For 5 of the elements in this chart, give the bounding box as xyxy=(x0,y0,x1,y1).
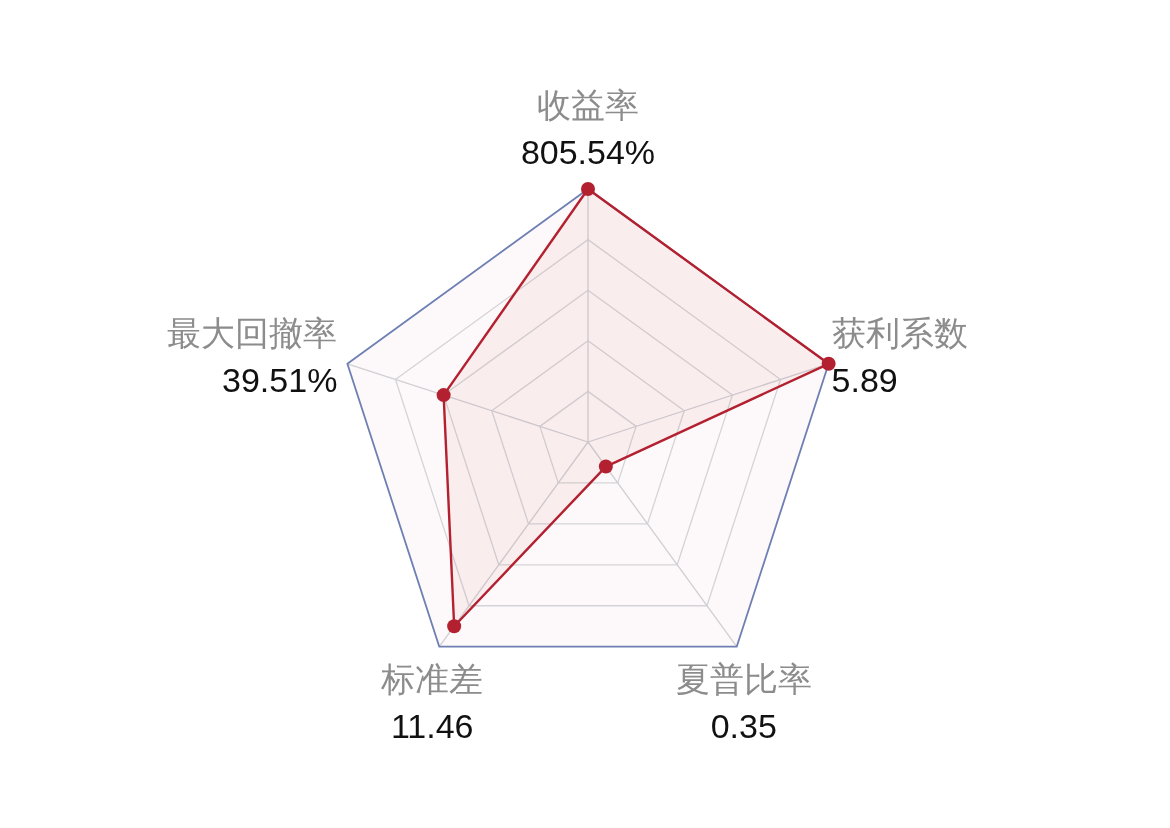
spoke-label: 标准差 11.46 xyxy=(380,659,484,745)
spoke-label: 最大回撤率 39.51% xyxy=(167,313,338,399)
spoke-label: 夏普比率 0.35 xyxy=(675,659,812,745)
spoke-label: 获利系数 5.89 xyxy=(831,313,968,399)
spoke-label: 收益率 805.54% xyxy=(520,86,656,171)
